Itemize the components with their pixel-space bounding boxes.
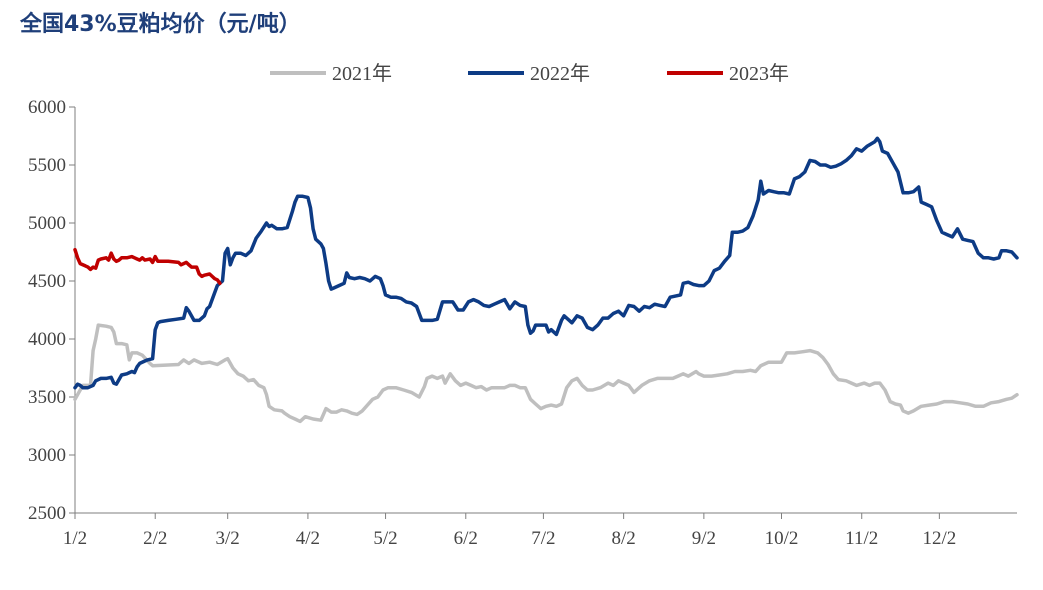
y-tick-label: 5500: [28, 155, 66, 176]
x-tick-label: 10/2: [765, 528, 799, 549]
legend-label: 2023年: [729, 62, 789, 85]
legend-label: 2021年: [332, 62, 392, 85]
page-title: 全国43%豆粕均价（元/吨）: [20, 12, 301, 37]
y-tick-label: 5000: [28, 213, 66, 234]
x-tick-label: 6/2: [454, 528, 478, 549]
series-line-2: [73, 136, 1019, 390]
x-tick-label: 7/2: [531, 528, 555, 549]
y-tick-label: 2500: [28, 503, 66, 524]
x-tick-label: 2/2: [143, 528, 167, 549]
series-line-1: [73, 323, 1019, 424]
y-tick-label: 3500: [28, 387, 66, 408]
legend-label: 2022年: [530, 62, 590, 85]
y-axis: 2500 3000 3500 4000 4500 5000 5500 6000: [28, 97, 76, 524]
y-tick-label: 6000: [28, 97, 66, 118]
x-tick-label: 11/2: [845, 528, 878, 549]
x-tick-label: 5/2: [373, 528, 397, 549]
series-line-3: [73, 247, 222, 286]
y-tick-label: 3000: [28, 445, 66, 466]
x-axis: 1/2 2/2 3/2 4/2 5/2 6/2 7/2 8/2 9/2 10/2 11/2 12/2: [63, 512, 1017, 549]
y-tick-label: 4000: [28, 329, 66, 350]
x-tick-label: 4/2: [296, 528, 320, 549]
series-layer: [73, 136, 1019, 424]
legend: 2021年 2022年 2023年: [270, 62, 789, 85]
x-tick-label: 1/2: [63, 528, 87, 549]
x-tick-label: 8/2: [611, 528, 635, 549]
x-tick-label: 3/2: [216, 528, 240, 549]
x-tick-label: 12/2: [922, 528, 956, 549]
x-tick-label: 9/2: [692, 528, 716, 549]
y-tick-label: 4500: [28, 271, 66, 292]
